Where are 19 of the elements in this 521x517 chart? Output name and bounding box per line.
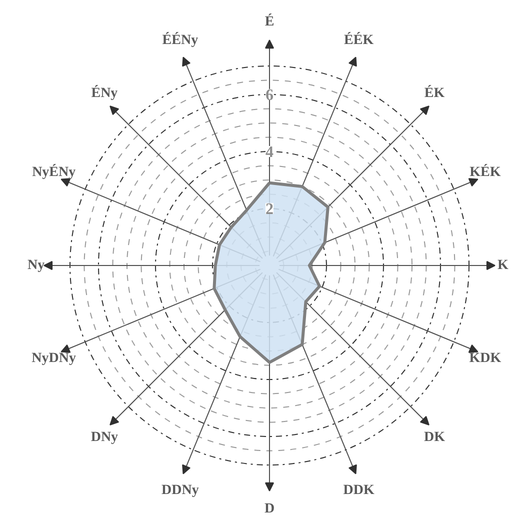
spoke-label: K: [497, 258, 508, 273]
spoke-label: KDK: [469, 351, 502, 366]
spoke-label: Ny: [28, 258, 45, 273]
spoke-label: ÉÉK: [344, 31, 374, 48]
spoke-label: D: [264, 501, 275, 516]
y-tick-label: 4: [266, 144, 274, 161]
spoke-label: ÉÉNy: [162, 31, 198, 48]
spoke-label: KÉK: [470, 162, 501, 180]
spoke-label: DDNy: [162, 482, 199, 498]
spoke-label: DDK: [343, 482, 374, 498]
spoke-label: NyDNy: [32, 351, 76, 366]
spoke-label: DNy: [90, 430, 118, 446]
spoke-label: DK: [424, 430, 446, 446]
spoke-label: NyÉNy: [32, 162, 76, 180]
spoke-label: ÉNy: [91, 84, 118, 101]
spoke-label: ÉK: [424, 84, 445, 101]
y-tick-label: 6: [266, 87, 274, 104]
y-tick-label: 2: [266, 201, 274, 218]
spoke-label: É: [264, 12, 274, 30]
